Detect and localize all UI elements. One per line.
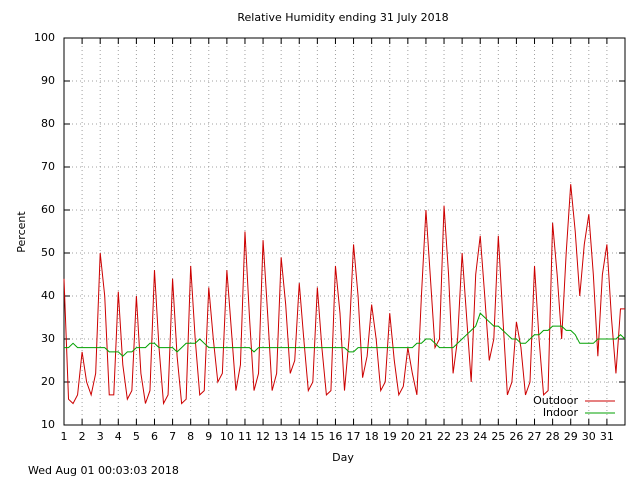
- x-tick-label: 8: [187, 430, 194, 443]
- x-tick-label: 26: [509, 430, 523, 443]
- x-tick-label: 1: [61, 430, 68, 443]
- x-tick-label: 9: [205, 430, 212, 443]
- x-tick-label: 14: [292, 430, 306, 443]
- x-tick-label: 25: [491, 430, 505, 443]
- x-tick-label: 27: [528, 430, 542, 443]
- x-tick-label: 17: [347, 430, 361, 443]
- y-tick-label: 80: [41, 117, 55, 130]
- x-tick-label: 19: [383, 430, 397, 443]
- x-tick-label: 6: [151, 430, 158, 443]
- x-axis-label: Day: [332, 451, 354, 464]
- x-tick-label: 24: [473, 430, 487, 443]
- series-line: [63, 184, 625, 406]
- x-tick-label: 20: [401, 430, 415, 443]
- y-tick-label: 40: [41, 289, 55, 302]
- x-tick-label: 10: [220, 430, 234, 443]
- series-line: [64, 312, 626, 357]
- y-tick-label: 100: [34, 31, 55, 44]
- x-tick-label: 13: [274, 430, 288, 443]
- legend-label: Outdoor: [533, 394, 578, 407]
- x-tick-label: 15: [310, 430, 324, 443]
- x-tick-label: 5: [133, 430, 140, 443]
- y-tick-label: 60: [41, 203, 55, 216]
- y-tick-label: 50: [41, 246, 55, 259]
- x-tick-label: 7: [169, 430, 176, 443]
- x-tick-label: 2: [79, 430, 86, 443]
- chart-title: Relative Humidity ending 31 July 2018: [237, 11, 448, 24]
- legend-label: Indoor: [543, 406, 579, 419]
- x-tick-label: 30: [582, 430, 596, 443]
- y-axis-label: Percent: [15, 211, 28, 253]
- y-tick-label: 90: [41, 74, 55, 87]
- x-tick-label: 29: [564, 430, 578, 443]
- plot-frame: [63, 37, 626, 426]
- x-tick-label: 3: [97, 430, 104, 443]
- x-tick-label: 28: [546, 430, 560, 443]
- x-tick-label: 21: [419, 430, 433, 443]
- x-tick-label: 23: [455, 430, 469, 443]
- x-tick-label: 22: [437, 430, 451, 443]
- x-tick-label: 31: [600, 430, 614, 443]
- y-tick-label: 30: [41, 332, 55, 345]
- x-tick-label: 11: [238, 430, 252, 443]
- y-tick-label: 70: [41, 160, 55, 173]
- footer: Wed Aug 01 00:03:03 2018: [28, 464, 179, 477]
- x-tick-label: 4: [115, 430, 122, 443]
- x-tick-label: 16: [328, 430, 342, 443]
- x-tick-label: 18: [365, 430, 379, 443]
- x-tick-label: 12: [256, 430, 270, 443]
- y-tick-label: 20: [41, 375, 55, 388]
- y-tick-label: 10: [41, 418, 55, 431]
